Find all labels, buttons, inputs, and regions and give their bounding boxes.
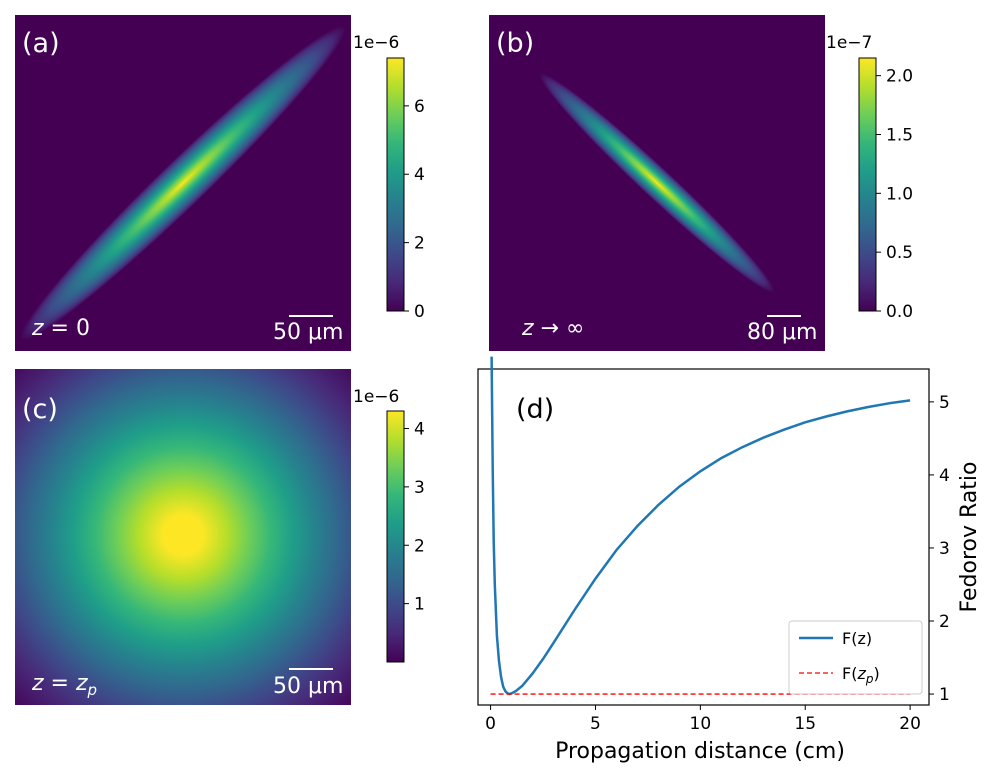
colorbar-b-gradient — [858, 57, 877, 312]
colorbar-tick-label: 2 — [414, 536, 425, 556]
y-axis-label: Fedorov Ratio — [957, 462, 982, 613]
x-tick-label: 5 — [590, 714, 601, 734]
plot-d-axes: 0 5 10 15 20 1 2 3 4 5 — [485, 393, 950, 734]
panel-label-a: (a) — [22, 28, 60, 59]
colorbar-tick-label: 2 — [414, 234, 425, 254]
x-tick-label: 0 — [485, 714, 496, 734]
colorbar-a: 1e−6 0 2 4 6 — [353, 33, 425, 322]
scale-bar-label-b: 80 μm — [747, 320, 817, 345]
series-f-z-line — [490, 356, 911, 696]
heatmap-b-beam — [539, 73, 775, 293]
y-tick-label: 4 — [939, 466, 950, 486]
annotation-c: z = zp — [31, 671, 97, 699]
legend-label-f-z: F(z) — [842, 629, 872, 648]
colorbar-c: 1e−6 1 2 3 4 — [353, 387, 425, 663]
y-tick-label: 1 — [939, 685, 950, 705]
colorbar-b-exponent: 1e−7 — [826, 33, 872, 53]
y-tick-label: 2 — [939, 612, 950, 632]
panel-a: (a) z = 0 50 μm 1e−6 0 2 4 6 — [15, 15, 425, 351]
scale-bar-label-a: 50 μm — [273, 320, 343, 345]
x-tick-label: 15 — [794, 714, 816, 734]
legend: F(z) F(zp) — [788, 620, 923, 695]
panel-d: (d) 0 5 10 15 20 1 2 3 4 5 Propagation distance (… — [477, 356, 982, 764]
annotation-a: z = 0 — [31, 316, 90, 341]
annotation-b: z → ∞ — [521, 316, 584, 341]
colorbar-tick-label: 4 — [414, 420, 425, 440]
panel-label-c: (c) — [22, 394, 58, 425]
colorbar-a-exponent: 1e−6 — [353, 33, 399, 53]
y-tick-label: 5 — [939, 393, 950, 413]
y-tick-label: 3 — [939, 539, 950, 559]
heatmap-c-beam — [15, 369, 351, 705]
x-tick-label: 20 — [899, 714, 921, 734]
colorbar-c-exponent: 1e−6 — [353, 387, 399, 407]
colorbar-tick-label: 0.5 — [886, 243, 913, 263]
panel-label-b: (b) — [496, 28, 534, 59]
colorbar-tick-label: 2.0 — [886, 67, 913, 87]
colorbar-tick-label: 1.0 — [886, 184, 913, 204]
scale-bar-label-c: 50 μm — [273, 674, 343, 699]
heatmap-a-beam — [20, 25, 346, 341]
colorbar-tick-label: 0 — [414, 302, 425, 322]
colorbar-tick-label: 6 — [414, 97, 425, 117]
panel-c: (c) z = zp 50 μm 1e−6 1 2 3 4 — [15, 369, 425, 705]
x-axis-label: Propagation distance (cm) — [555, 739, 845, 764]
colorbar-c-gradient — [386, 410, 405, 663]
colorbar-tick-label: 0.0 — [886, 302, 913, 322]
colorbar-tick-label: 4 — [414, 165, 425, 185]
x-tick-label: 10 — [690, 714, 712, 734]
panel-label-d: (d) — [516, 394, 554, 425]
colorbar-a-gradient — [386, 57, 405, 312]
panel-b: (b) z → ∞ 80 μm 1e−7 0.0 0.5 1.0 1.5 2.0 — [489, 15, 913, 351]
legend-label-f-zp: F(zp) — [842, 664, 880, 686]
colorbar-tick-label: 3 — [414, 478, 425, 498]
colorbar-tick-label: 1 — [414, 595, 425, 615]
colorbar-tick-label: 1.5 — [886, 125, 913, 145]
colorbar-b: 1e−7 0.0 0.5 1.0 1.5 2.0 — [826, 33, 913, 322]
